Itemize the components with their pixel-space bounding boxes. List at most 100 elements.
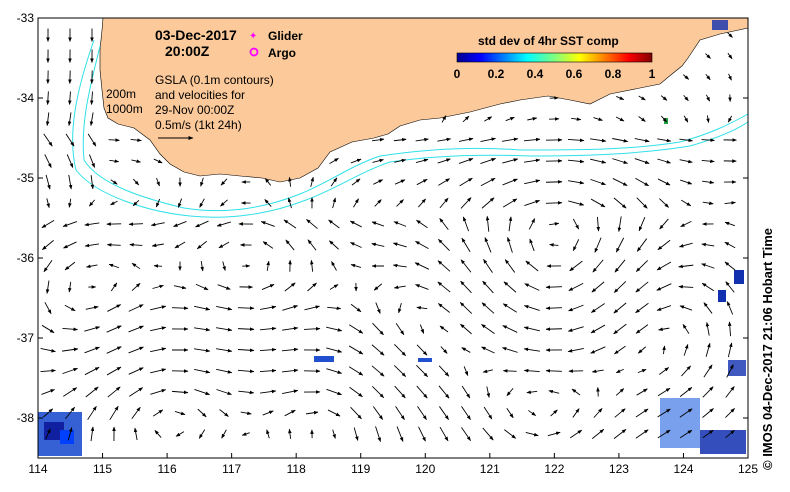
- velocity-arrow: [155, 198, 161, 208]
- x-tick-label: 125: [738, 462, 758, 476]
- velocity-arrow: [727, 32, 733, 38]
- velocity-arrow: [701, 242, 715, 247]
- velocity-arrow: [260, 305, 277, 310]
- velocity-arrow: [262, 241, 274, 249]
- velocity-arrow: [67, 112, 72, 126]
- velocity-arrow: [613, 281, 627, 293]
- velocity-arrow: [287, 197, 292, 209]
- velocity-arrow: [657, 408, 671, 418]
- velocity-arrow: [40, 348, 56, 353]
- velocity-arrow: [218, 241, 230, 249]
- velocity-arrow: [439, 218, 449, 230]
- velocity-arrow: [481, 346, 495, 354]
- velocity-arrow: [683, 115, 689, 123]
- velocity-arrow: [485, 215, 490, 232]
- contour-label-1000m: 1000m: [106, 102, 143, 116]
- velocity-arrow: [678, 264, 694, 269]
- velocity-arrow: [705, 321, 710, 336]
- velocity-arrow: [216, 327, 233, 332]
- velocity-arrow: [372, 386, 384, 398]
- gsla-line-3: 29-Nov 00:00Z: [155, 103, 234, 117]
- velocity-arrow: [393, 285, 406, 290]
- velocity-arrow: [84, 326, 101, 332]
- velocity-arrow: [483, 258, 493, 273]
- colorbar-tick-label: 1: [649, 67, 656, 81]
- velocity-arrow: [635, 302, 649, 314]
- bathymetry-contours: [72, 39, 749, 218]
- gsla-line-1: GSLA (0.1m contours): [155, 73, 274, 87]
- header-date: 03-Dec-2017: [155, 27, 237, 43]
- velocity-arrow: [461, 406, 471, 420]
- velocity-arrow: [683, 94, 689, 102]
- velocity-arrow: [84, 222, 100, 227]
- velocity-arrow: [480, 177, 496, 187]
- velocity-arrow: [310, 176, 314, 187]
- velocity-arrow: [394, 158, 407, 163]
- velocity-arrow: [591, 429, 605, 439]
- velocity-arrow: [726, 364, 734, 378]
- velocity-arrow: [508, 216, 513, 232]
- velocity-arrow: [371, 137, 385, 142]
- velocity-arrow: [372, 406, 384, 420]
- colorbar-gradient: [456, 52, 653, 63]
- velocity-arrow: [703, 302, 713, 314]
- header-time: 20:00Z: [165, 43, 210, 59]
- velocity-arrow: [572, 218, 580, 230]
- colorbar: std dev of 4hr SST comp 0 0.2 0.4 0.6 0.8 1: [454, 34, 656, 81]
- velocity-arrow: [194, 368, 211, 374]
- velocity-arrow: [395, 323, 405, 336]
- velocity-arrow: [195, 283, 209, 291]
- velocity-arrow: [282, 368, 299, 373]
- velocity-arrow: [348, 366, 364, 376]
- velocity-arrow: [701, 159, 715, 164]
- velocity-arrow: [460, 259, 472, 273]
- velocity-arrow: [680, 179, 693, 185]
- velocity-arrow: [524, 283, 540, 291]
- velocity-arrow: [656, 261, 672, 271]
- velocity-arrows: [40, 28, 737, 443]
- x-tick-label: 123: [609, 462, 629, 476]
- velocity-arrow: [415, 158, 429, 164]
- velocity-arrow: [68, 91, 72, 105]
- velocity-arrow: [593, 408, 603, 418]
- y-tick-label: -38: [17, 411, 35, 425]
- velocity-arrow: [502, 158, 519, 164]
- velocity-arrow: [705, 73, 711, 81]
- velocity-arrow: [128, 222, 144, 226]
- glider-label: Glider: [268, 29, 303, 43]
- velocity-arrow: [590, 346, 606, 354]
- y-axis: -33 -34 -35 -36 -37 -38: [17, 11, 748, 425]
- velocity-arrow: [326, 368, 343, 374]
- colorbar-tick-label: 0.8: [605, 67, 622, 81]
- velocity-arrow: [259, 347, 277, 352]
- velocity-arrow: [656, 283, 672, 291]
- velocity-arrow: [484, 237, 492, 253]
- velocity-arrow: [702, 201, 714, 205]
- velocity-arrow: [62, 327, 78, 332]
- x-tick-label: 122: [544, 462, 564, 476]
- velocity-arrow: [657, 387, 671, 397]
- velocity-arrow: [524, 179, 541, 185]
- velocity-arrow: [701, 138, 715, 142]
- velocity-arrow: [194, 348, 211, 353]
- velocity-arrow: [371, 365, 385, 377]
- velocity-arrow: [65, 133, 75, 147]
- velocity-arrow: [547, 431, 561, 437]
- velocity-arrow: [596, 216, 601, 232]
- velocity-arrow: [482, 369, 493, 373]
- velocity-arrow: [216, 221, 231, 227]
- velocity-arrow: [197, 408, 207, 418]
- velocity-arrow: [326, 326, 343, 332]
- velocity-arrow: [702, 180, 715, 185]
- velocity-arrow: [349, 220, 362, 228]
- velocity-arrow: [523, 305, 540, 311]
- velocity-arrow: [523, 368, 540, 373]
- argo-marker-icon: [249, 47, 259, 57]
- velocity-arrow: [131, 262, 141, 270]
- velocity-arrow: [482, 427, 494, 441]
- velocity-arrow: [106, 346, 122, 354]
- velocity-arrow: [156, 177, 160, 187]
- velocity-arrow: [393, 221, 407, 227]
- velocity-arrow: [43, 133, 53, 147]
- velocity-arrow: [437, 281, 451, 293]
